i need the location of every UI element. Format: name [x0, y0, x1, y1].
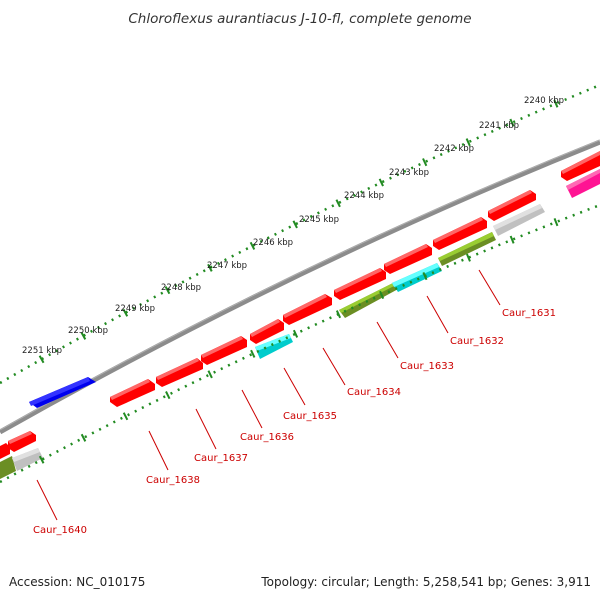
gene-arrow[interactable] [156, 358, 203, 387]
gene-arrow[interactable] [334, 268, 386, 300]
inner-major-tick [122, 412, 129, 421]
outer-major-tick [249, 241, 256, 250]
gene-arrow[interactable] [110, 379, 155, 407]
outer-major-tick [378, 178, 384, 187]
blue-feature[interactable] [29, 377, 96, 408]
kbp-label-2251: 2251 kbp [22, 346, 62, 356]
outer-major-tick [422, 158, 428, 167]
olive-feature[interactable] [339, 281, 400, 318]
gene-label-caur-1636[interactable]: Caur_1636 [240, 432, 294, 443]
gene-arrow[interactable] [384, 244, 432, 274]
gene-arrow[interactable] [0, 443, 10, 459]
genome-backbone-highlight [0, 139, 600, 431]
inner-major-ticks [38, 218, 559, 464]
outer-major-ticks [38, 99, 559, 364]
gene-arrow[interactable] [488, 190, 536, 221]
kbp-label-2247: 2247 kbp [207, 261, 247, 271]
gene-arrow[interactable] [433, 217, 487, 250]
outer-major-tick [292, 220, 298, 229]
olive-feature[interactable] [438, 232, 496, 266]
inner-major-tick [207, 370, 213, 379]
gene-labels: Caur_1631 Caur_1632 Caur_1633 Caur_1634 … [33, 269, 556, 536]
pink-feature[interactable] [566, 169, 600, 198]
reverse-strand-features [0, 169, 600, 479]
gene-label-caur-1637[interactable]: Caur_1637 [194, 453, 248, 464]
leader-line [426, 295, 449, 334]
inner-major-tick [379, 290, 385, 299]
gene-arrow[interactable] [201, 336, 247, 365]
kbp-label-2246: 2246 kbp [253, 238, 293, 248]
outer-major-tick [164, 286, 171, 295]
kbp-label-2248: 2248 kbp [161, 283, 201, 293]
inner-major-tick [553, 218, 559, 227]
leader-line [36, 479, 58, 521]
outer-major-tick [207, 263, 213, 272]
kbp-labels: 2240 kbp 2241 kbp 2242 kbp 2243 kbp 2244… [22, 96, 564, 356]
outer-major-tick [80, 331, 87, 340]
outer-major-tick [335, 199, 341, 208]
gene-arrow[interactable] [8, 431, 36, 452]
kbp-label-2244: 2244 kbp [344, 191, 384, 201]
inner-major-tick [292, 329, 299, 338]
gene-label-caur-1632[interactable]: Caur_1632 [450, 336, 504, 347]
kbp-label-2243: 2243 kbp [389, 168, 429, 178]
outer-major-tick [122, 308, 129, 317]
leader-line [322, 347, 346, 386]
kbp-label-2245: 2245 kbp [299, 215, 339, 225]
gene-arrow[interactable] [250, 319, 284, 344]
leader-line [283, 367, 306, 406]
leader-line [241, 389, 263, 429]
genome-summary-text: Topology: circular; Length: 5,258,541 bp… [260, 575, 591, 589]
gene-label-caur-1635[interactable]: Caur_1635 [283, 411, 337, 422]
olive-feature[interactable] [0, 456, 16, 479]
gene-label-caur-1631[interactable]: Caur_1631 [502, 308, 556, 319]
inner-major-tick [465, 253, 471, 262]
inner-major-tick [38, 455, 45, 464]
outer-major-tick [38, 355, 45, 364]
leader-line [148, 430, 169, 471]
leader-line [376, 321, 399, 359]
inner-major-tick [422, 272, 428, 281]
gene-arrow[interactable] [561, 151, 600, 181]
leader-line [195, 408, 217, 450]
gene-arrow[interactable] [283, 294, 332, 325]
outer-major-tick [553, 99, 559, 108]
gene-label-caur-1634[interactable]: Caur_1634 [347, 387, 401, 398]
leader-line [478, 269, 501, 306]
inner-major-tick [165, 391, 171, 400]
inner-major-tick [80, 433, 87, 442]
outer-major-tick [465, 138, 471, 147]
inner-major-tick [335, 310, 342, 319]
outer-major-tick [509, 118, 515, 127]
kbp-label-2241: 2241 kbp [479, 121, 519, 131]
kbp-label-2249: 2249 kbp [115, 304, 155, 314]
gene-label-caur-1638[interactable]: Caur_1638 [146, 475, 200, 486]
cyan-feature[interactable] [255, 334, 293, 359]
accession-text: Accession: NC_010175 [9, 575, 145, 589]
forward-strand-features [0, 151, 600, 459]
map-title: Chloroflexus aurantiacus J-10-fl, comple… [128, 11, 471, 27]
gene-label-caur-1633[interactable]: Caur_1633 [400, 361, 454, 372]
kbp-label-2240: 2240 kbp [524, 96, 564, 106]
inner-major-tick [509, 235, 515, 244]
grey-feature[interactable] [493, 204, 545, 236]
gene-label-caur-1640[interactable]: Caur_1640 [33, 525, 87, 536]
kbp-label-2242: 2242 kbp [434, 144, 474, 154]
inner-major-tick [250, 349, 256, 358]
genome-backbone [0, 139, 600, 435]
inner-tick-ring [0, 203, 600, 484]
cyan-feature[interactable] [392, 263, 442, 292]
outer-tick-ring [0, 83, 600, 385]
kbp-label-2250: 2250 kbp [68, 326, 108, 336]
grey-feature[interactable] [12, 448, 43, 471]
